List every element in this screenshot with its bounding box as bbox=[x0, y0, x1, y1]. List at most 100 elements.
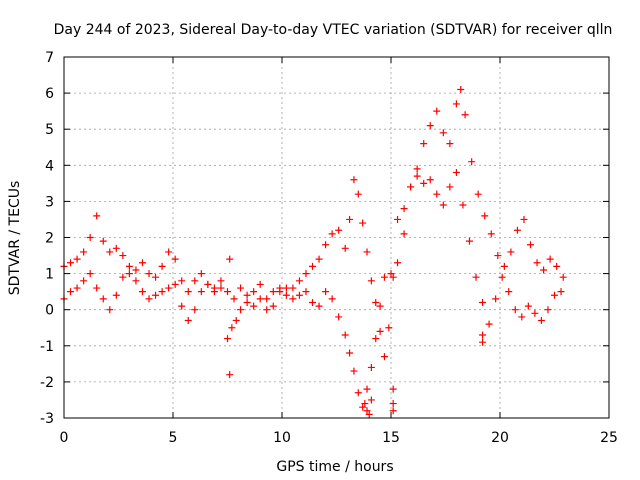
data-point bbox=[125, 262, 133, 270]
data-point bbox=[73, 255, 81, 263]
y-axis-label: SDTVAR / TECUs bbox=[7, 181, 23, 296]
data-point bbox=[171, 280, 179, 288]
data-point bbox=[73, 284, 81, 292]
data-point bbox=[237, 306, 245, 314]
data-point bbox=[446, 140, 454, 148]
data-point bbox=[86, 270, 94, 278]
data-point bbox=[407, 183, 415, 191]
data-point bbox=[394, 215, 402, 223]
data-point bbox=[481, 212, 489, 220]
x-tick-label: 0 bbox=[60, 430, 69, 446]
data-point bbox=[204, 280, 212, 288]
y-tick-label: 1 bbox=[45, 267, 54, 283]
data-point bbox=[80, 248, 88, 256]
data-point bbox=[479, 338, 487, 346]
data-point bbox=[452, 169, 460, 177]
data-point bbox=[359, 219, 367, 227]
data-point bbox=[178, 277, 186, 285]
data-point bbox=[487, 230, 495, 238]
data-point bbox=[400, 230, 408, 238]
data-point bbox=[389, 407, 397, 415]
data-point bbox=[350, 367, 358, 375]
data-point bbox=[197, 288, 205, 296]
data-point bbox=[341, 244, 349, 252]
data-point bbox=[472, 273, 480, 281]
data-point bbox=[492, 295, 500, 303]
data-point bbox=[256, 280, 264, 288]
data-point bbox=[217, 277, 225, 285]
data-point bbox=[354, 389, 362, 397]
data-point bbox=[367, 277, 375, 285]
data-point bbox=[400, 205, 408, 213]
data-point bbox=[452, 100, 460, 108]
data-point bbox=[372, 298, 380, 306]
data-point bbox=[363, 385, 371, 393]
data-point bbox=[93, 284, 101, 292]
data-point bbox=[289, 295, 297, 303]
data-point bbox=[494, 252, 502, 260]
data-point bbox=[328, 230, 336, 238]
data-point bbox=[138, 288, 146, 296]
data-point bbox=[302, 270, 310, 278]
data-point bbox=[282, 284, 290, 292]
data-point bbox=[315, 302, 323, 310]
data-point bbox=[191, 277, 199, 285]
data-point bbox=[256, 295, 264, 303]
data-point bbox=[359, 403, 367, 411]
data-point bbox=[226, 255, 234, 263]
data-point bbox=[106, 306, 114, 314]
data-point bbox=[433, 190, 441, 198]
data-point bbox=[322, 288, 330, 296]
data-point bbox=[152, 291, 160, 299]
data-point bbox=[269, 302, 277, 310]
data-point bbox=[500, 262, 508, 270]
data-point bbox=[420, 179, 428, 187]
data-point bbox=[309, 298, 317, 306]
data-point bbox=[250, 288, 258, 296]
data-point bbox=[158, 262, 166, 270]
data-point bbox=[385, 324, 393, 332]
y-tick-label: -1 bbox=[40, 339, 54, 355]
data-point bbox=[367, 363, 375, 371]
data-point bbox=[439, 129, 447, 137]
data-point bbox=[389, 400, 397, 408]
data-point bbox=[413, 172, 421, 180]
data-point bbox=[372, 335, 380, 343]
data-point bbox=[380, 273, 388, 281]
chart-title: Day 244 of 2023, Sidereal Day-to-day VTE… bbox=[54, 22, 613, 38]
data-point bbox=[465, 237, 473, 245]
data-point bbox=[459, 201, 467, 209]
data-point bbox=[551, 291, 558, 299]
data-point bbox=[361, 400, 369, 408]
data-point bbox=[527, 241, 535, 249]
data-point bbox=[426, 176, 434, 184]
data-point bbox=[276, 288, 284, 296]
data-point bbox=[335, 226, 343, 234]
data-point bbox=[224, 288, 231, 296]
data-point bbox=[507, 248, 515, 256]
data-point bbox=[389, 273, 397, 281]
data-point bbox=[559, 273, 567, 281]
y-tick-label: 7 bbox=[45, 50, 54, 66]
data-point bbox=[367, 396, 375, 404]
data-point bbox=[376, 302, 384, 310]
data-point bbox=[228, 324, 236, 332]
data-point bbox=[93, 212, 101, 220]
data-point bbox=[119, 273, 127, 281]
data-point bbox=[145, 270, 153, 278]
data-point bbox=[243, 298, 251, 306]
data-point bbox=[138, 259, 146, 267]
data-point bbox=[152, 273, 160, 281]
x-tick-label: 10 bbox=[273, 430, 291, 446]
data-point bbox=[468, 158, 476, 166]
data-point bbox=[544, 306, 552, 314]
data-point bbox=[112, 291, 120, 299]
data-point bbox=[457, 85, 465, 93]
data-point bbox=[365, 410, 373, 418]
data-point bbox=[328, 295, 336, 303]
data-point bbox=[537, 317, 545, 325]
data-point bbox=[191, 306, 199, 314]
data-point bbox=[250, 302, 258, 310]
data-point bbox=[165, 248, 173, 256]
data-point bbox=[376, 327, 384, 335]
